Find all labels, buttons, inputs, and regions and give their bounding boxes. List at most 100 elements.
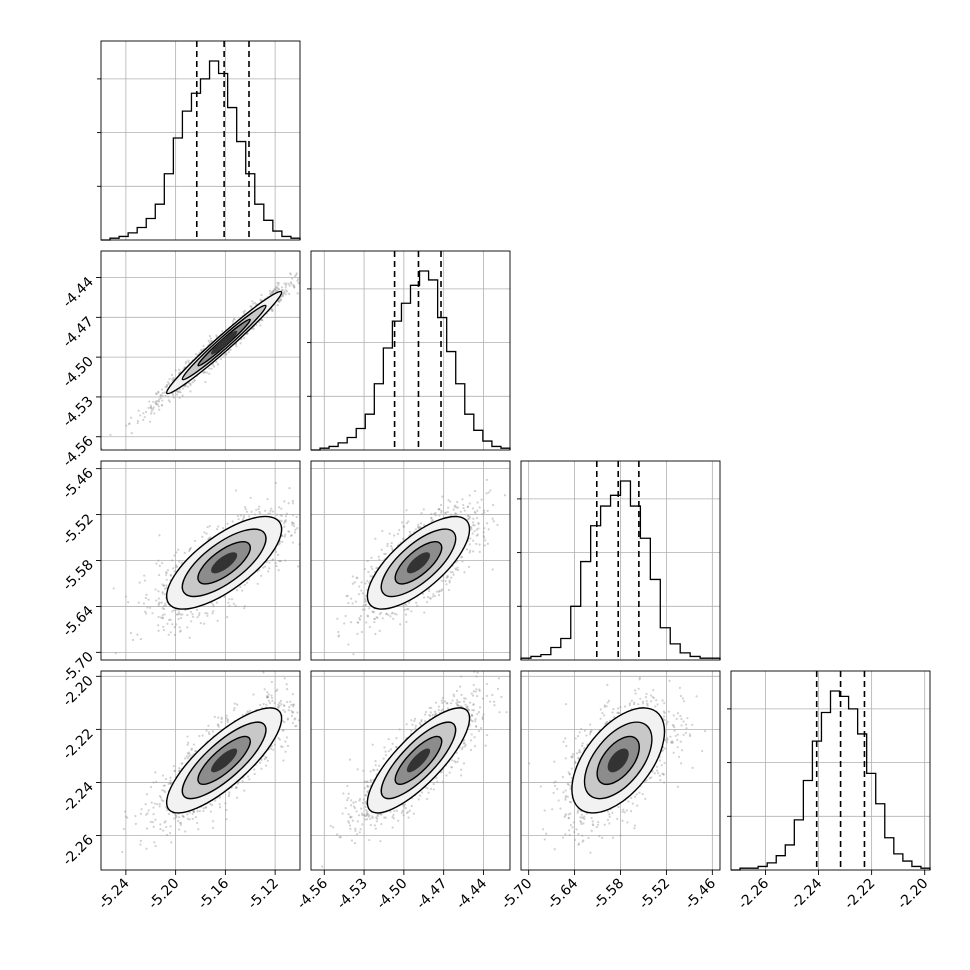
scatter-point — [244, 508, 247, 511]
scatter-point — [283, 535, 286, 538]
scatter-point — [281, 294, 285, 297]
scatter-point — [484, 539, 487, 542]
scatter-point — [208, 732, 211, 736]
scatter-point — [168, 618, 171, 621]
scatter-point — [162, 629, 166, 632]
scatter-point — [206, 614, 209, 617]
scatter-point — [281, 288, 284, 292]
scatter-point — [492, 520, 495, 523]
scatter-point — [255, 508, 258, 511]
scatter-point — [277, 705, 280, 709]
scatter-point — [158, 398, 161, 401]
scatter-point — [422, 596, 426, 599]
scatter-point — [371, 610, 374, 613]
scatter-point — [270, 745, 273, 748]
scatter-point — [190, 620, 193, 623]
scatter-point — [280, 286, 283, 289]
scatter-point — [437, 507, 441, 511]
scatter-point — [260, 574, 263, 577]
scatter-point — [449, 571, 453, 574]
scatter-point — [284, 519, 287, 522]
scatter-point — [481, 513, 484, 516]
scatter-point — [234, 604, 237, 607]
scatter-point — [468, 516, 472, 519]
scatter-point — [435, 590, 438, 593]
scatter-point — [143, 574, 146, 577]
scatter-point — [275, 513, 279, 516]
scatter-point — [448, 581, 451, 584]
scatter-point — [278, 542, 281, 545]
scatter-point — [268, 561, 271, 564]
scatter-point — [177, 617, 180, 621]
scatter-point — [190, 747, 194, 750]
scatter-point — [143, 579, 147, 582]
scatter-point — [357, 593, 361, 596]
scatter-point — [487, 528, 490, 531]
scatter-point — [287, 502, 290, 505]
scatter-point — [259, 703, 262, 707]
scatter-point — [430, 517, 433, 520]
scatter-point — [227, 601, 230, 604]
scatter-point — [271, 308, 274, 311]
scatter-point — [475, 516, 479, 520]
scatter-point — [129, 631, 132, 635]
scatter-point — [191, 613, 194, 616]
scatter-point — [239, 342, 242, 345]
scatter-point — [295, 515, 298, 519]
scatter-point — [144, 596, 147, 600]
scatter-point — [246, 332, 249, 336]
scatter-point — [415, 601, 418, 605]
scatter-point — [465, 548, 469, 551]
scatter-point — [379, 611, 383, 614]
scatter-point — [188, 811, 191, 814]
scatter-point — [427, 590, 431, 593]
scatter-point — [225, 352, 228, 355]
scatter-point — [142, 412, 145, 415]
scatter-point — [212, 610, 215, 613]
scatter-point — [157, 604, 160, 607]
scatter-point — [147, 598, 150, 601]
scatter-point — [147, 809, 150, 812]
scatter-point — [272, 289, 275, 293]
scatter-point — [187, 359, 190, 362]
scatter-point — [388, 532, 391, 535]
scatter-point — [356, 621, 359, 624]
scatter-point — [109, 433, 112, 436]
scatter-point — [152, 806, 155, 809]
scatter-point — [210, 367, 213, 370]
histogram-step — [520, 480, 721, 660]
scatter-point — [139, 637, 142, 641]
scatter-point — [399, 623, 402, 626]
scatter-point — [257, 508, 260, 511]
scatter-point — [470, 528, 473, 531]
scatter-point — [307, 524, 309, 526]
scatter-point — [360, 581, 363, 584]
scatter-point — [391, 547, 394, 550]
scatter-point — [142, 602, 146, 605]
scatter-point — [262, 671, 265, 674]
panel-frame — [520, 460, 721, 661]
scatter-point — [149, 606, 152, 609]
scatter-points — [112, 481, 311, 655]
scatter-point — [309, 520, 311, 522]
scatter-point — [357, 621, 360, 624]
scatter-point — [492, 503, 495, 507]
scatter-point — [480, 498, 483, 501]
scatter-point — [249, 305, 252, 308]
scatter-point — [282, 704, 286, 707]
scatter-point — [131, 638, 135, 642]
scatter-point — [283, 677, 286, 680]
scatter-point — [419, 522, 422, 525]
scatter-point — [161, 829, 165, 832]
scatter-point — [482, 509, 486, 512]
scatter-point — [177, 368, 181, 371]
scatter-point — [358, 618, 362, 621]
scatter-point — [175, 623, 178, 626]
scatter-point — [483, 544, 486, 547]
scatter-point — [378, 629, 381, 632]
scatter-point — [204, 380, 207, 384]
scatter-point — [127, 601, 130, 604]
scatter-point — [302, 515, 304, 517]
scatter-point — [283, 500, 286, 503]
scatter-point — [297, 565, 300, 568]
